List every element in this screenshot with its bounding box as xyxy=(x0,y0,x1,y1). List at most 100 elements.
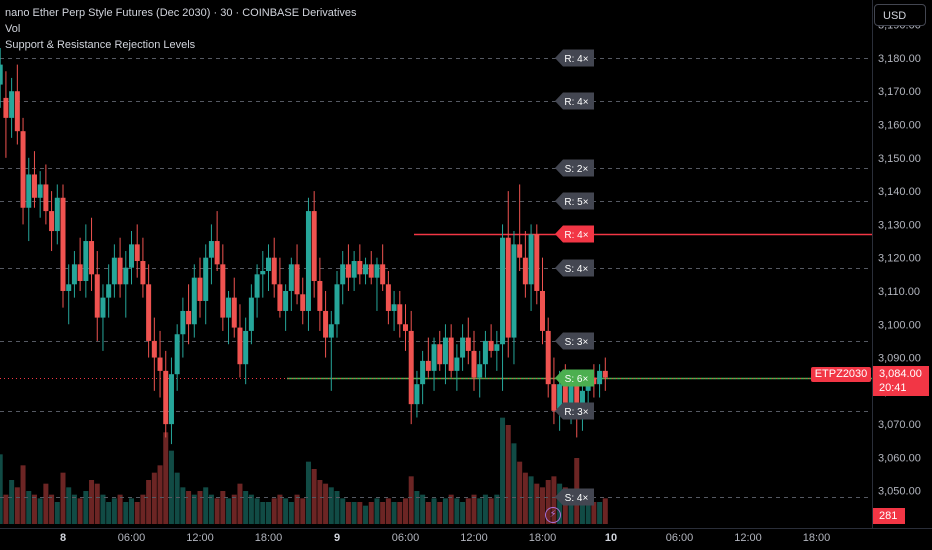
volume-bar xyxy=(100,494,106,524)
candle-body xyxy=(31,174,37,198)
candle-body xyxy=(163,370,169,425)
volume-bar xyxy=(168,450,174,524)
volume-bar xyxy=(271,498,277,524)
volume-bar xyxy=(151,472,157,524)
level-label-box xyxy=(555,488,594,506)
volume-bar xyxy=(305,461,311,524)
candle-body xyxy=(157,357,163,371)
volume-bar xyxy=(374,498,380,524)
volume-bar xyxy=(534,483,540,524)
x-tick-label: 9 xyxy=(334,532,340,544)
candle-body xyxy=(345,264,351,278)
level-label: S: 3× xyxy=(565,337,589,348)
candle-body xyxy=(437,344,443,365)
candle-body xyxy=(140,261,146,285)
volume-bar xyxy=(106,502,112,524)
candle-body xyxy=(562,384,568,405)
volume-bar xyxy=(368,502,374,524)
volume-bar xyxy=(517,461,523,524)
volume-bar xyxy=(77,498,83,524)
volume-bar xyxy=(448,494,454,524)
volume-bar xyxy=(602,498,608,524)
candle-body xyxy=(351,261,357,278)
level-label-box xyxy=(555,402,594,420)
level-label: S: 4× xyxy=(565,264,589,275)
volume-bar xyxy=(31,494,37,524)
currency-button[interactable]: USD xyxy=(874,4,926,26)
candle-body xyxy=(420,360,426,385)
candle-body xyxy=(186,310,192,325)
candle-body xyxy=(60,197,66,291)
level-label: S: 4× xyxy=(565,493,589,504)
volume-bar xyxy=(20,465,26,524)
volume-bar xyxy=(540,487,545,524)
y-tick-label: 3,150.00 xyxy=(878,153,921,165)
volume-bar xyxy=(477,498,483,524)
volume-bar xyxy=(0,454,3,524)
volume-indicator-label[interactable]: Vol xyxy=(5,23,21,35)
candle-body xyxy=(511,244,517,338)
volume-bar xyxy=(597,502,603,524)
candle-body xyxy=(522,257,528,285)
candle-body xyxy=(77,264,83,281)
lightning-bolt-icon[interactable]: ⚡ xyxy=(545,507,561,523)
candle-body xyxy=(442,337,448,365)
candle-body xyxy=(123,267,129,285)
candle-body xyxy=(448,337,454,371)
volume-bar xyxy=(311,469,317,524)
volume-bar xyxy=(117,494,123,524)
volume-bar xyxy=(500,417,506,524)
candle-body xyxy=(414,384,420,405)
volume-bar xyxy=(551,476,557,524)
volume-bar xyxy=(397,502,403,524)
volume-bar xyxy=(248,494,254,524)
level-label: R: 5× xyxy=(564,197,588,208)
candle-body xyxy=(597,370,603,385)
volume-bar xyxy=(562,487,568,524)
candle-body xyxy=(151,340,157,358)
volume-bar xyxy=(37,498,43,524)
x-tick-label: 06:00 xyxy=(118,532,146,544)
candle-body xyxy=(540,290,545,331)
level-label-box xyxy=(555,225,594,243)
y-tick-label: 3,180.00 xyxy=(878,53,921,65)
candle-body xyxy=(323,310,329,338)
volume-bar xyxy=(134,502,140,524)
candle-body xyxy=(66,284,72,291)
y-tick-label: 3,110.00 xyxy=(878,286,920,298)
volume-bar xyxy=(3,494,9,524)
candle-body xyxy=(129,244,134,268)
candle-body xyxy=(482,340,488,365)
volume-bar xyxy=(83,491,89,524)
x-tick-label: 12:00 xyxy=(186,532,214,544)
candle-body xyxy=(43,184,49,212)
candle-body xyxy=(328,324,334,338)
volume-bar xyxy=(385,498,391,524)
y-tick-label: 3,100.00 xyxy=(878,319,921,331)
candle-body xyxy=(465,337,471,351)
volume-bar xyxy=(414,491,420,524)
candle-body xyxy=(283,290,289,311)
candle-body xyxy=(357,261,363,275)
chart-legend: nano Ether Perp Style Futures (Dec 2030)… xyxy=(5,5,357,53)
volume-bar xyxy=(243,491,249,524)
volume-bar xyxy=(254,498,260,524)
volume-bar xyxy=(323,483,329,524)
candle-body xyxy=(89,241,95,275)
volume-bar xyxy=(220,491,226,524)
candle-body xyxy=(0,64,3,85)
candle-body xyxy=(363,264,369,275)
last-price-tag: 3,084.00 20:41 xyxy=(873,366,929,396)
candle-body xyxy=(545,330,551,385)
candle-body xyxy=(146,284,152,341)
y-tick-label: 3,120.00 xyxy=(878,253,921,265)
volume-bar xyxy=(482,494,488,524)
candle-body xyxy=(20,131,26,208)
x-tick-label: 18:00 xyxy=(803,532,831,544)
volume-bar xyxy=(174,472,180,524)
indicator-label[interactable]: Support & Resistance Rejection Levels xyxy=(5,39,196,51)
volume-bar xyxy=(180,487,186,524)
candle-body xyxy=(288,264,294,291)
y-tick-label: 3,070.00 xyxy=(878,419,921,431)
